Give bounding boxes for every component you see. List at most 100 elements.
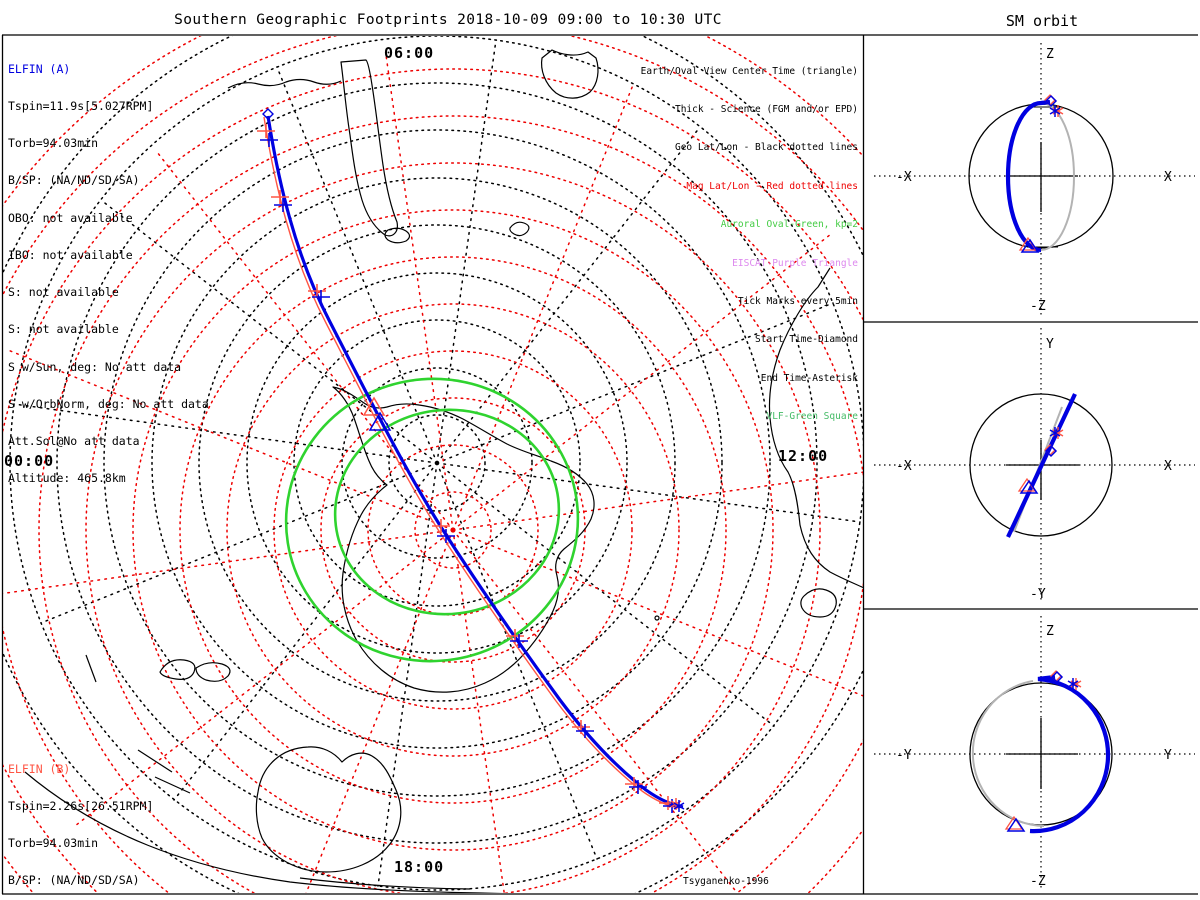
coast-island-2 xyxy=(195,662,231,682)
elfin-a-line: IBO: not available xyxy=(8,247,133,262)
legend-item: Mag Lat/Lon - Red dotted lines xyxy=(686,180,858,192)
track-ticks-red xyxy=(257,124,677,810)
coast-falkland-island xyxy=(509,221,530,237)
triangle-yz xyxy=(1006,817,1026,832)
orbit-panel-xy: Y -Y -X X xyxy=(874,328,1195,602)
elfin-b-line: Torb=94.03min xyxy=(8,836,99,851)
coast-south-america xyxy=(340,59,398,237)
center-time-triangle-red xyxy=(362,396,386,416)
coast-streak-1 xyxy=(85,654,97,683)
elfin-b-line: B/SP: (NA/ND/SD/SA) xyxy=(8,873,140,888)
polar-cap-lines-xz xyxy=(1027,106,1061,248)
axis-label-z-bottom: -Z xyxy=(1030,299,1046,314)
geo-grid-circles xyxy=(3,36,863,893)
elfin-a-name: ELFIN (A) xyxy=(8,61,71,76)
axis-label-y2-left: -Y xyxy=(896,748,912,763)
model-name: Tsyganenko-1996 xyxy=(683,876,769,887)
coast-bottom-landmass xyxy=(255,746,402,873)
start-diamond-yz xyxy=(1050,670,1064,684)
legend-item: Thick - Science (FGM and/or EPD) xyxy=(674,103,858,115)
coast-islet xyxy=(654,615,660,621)
start-diamond-xz xyxy=(1044,94,1058,108)
axis-label-z-top: Z xyxy=(1046,47,1054,62)
center-cross-xz xyxy=(1006,142,1078,212)
elfin-a-line: Torb=94.03min xyxy=(8,136,99,151)
start-diamond-xy xyxy=(1044,444,1058,458)
axis-label-z2-top: Z xyxy=(1046,624,1054,639)
elfin-a-track xyxy=(266,115,684,809)
end-asterisk-yz xyxy=(1067,678,1079,690)
elfin-a-line: Altitude: 465.8km xyxy=(8,471,126,486)
center-cross-yz xyxy=(1006,718,1078,789)
end-asterisk-xy xyxy=(1049,427,1061,439)
end-asterisk xyxy=(670,798,685,812)
page-title: Southern Geographic Footprints 2018-10-0… xyxy=(174,12,722,28)
center-time-triangle-blue xyxy=(368,411,392,431)
coast-bottom-rim xyxy=(24,771,505,893)
axis-label-y2-right: Y xyxy=(1164,748,1172,763)
far-orbit-yz xyxy=(971,680,1045,827)
coast-africa-tip xyxy=(540,49,599,99)
map-legend: Earth/Oval View Center Time (triangle) T… xyxy=(520,40,858,450)
axis-label-y-top: Y xyxy=(1046,337,1054,352)
coast-top-squiggle xyxy=(227,78,342,89)
coastlines xyxy=(24,49,863,893)
earth-circle-xy xyxy=(969,393,1113,537)
time-label-top: 06:00 xyxy=(384,44,435,62)
elfin-a-line: B/SP: (NA/ND/SD/SA) xyxy=(8,173,140,188)
triangle-xz xyxy=(1020,238,1040,253)
axis-label-y-bottom: -Y xyxy=(1030,587,1046,602)
elfin-a-line: Tspin=11.9s[5.027RPM] xyxy=(8,99,154,114)
elfin-a-line: OBO: not available xyxy=(8,210,133,225)
axis-label-x-left: -X xyxy=(896,170,912,185)
coast-streak-2 xyxy=(137,749,173,773)
auroral-oval xyxy=(284,377,580,663)
credits-block: Tsyganenko-1996 Created: Sun Jan 29 09:0… xyxy=(683,851,872,900)
legend-item: Earth/Oval View Center Time (triangle) xyxy=(640,65,858,77)
time-label-bottom: 18:00 xyxy=(394,858,445,876)
near-orbit-yz xyxy=(1029,674,1111,834)
legend-item: Start Time-Diamond xyxy=(755,334,858,346)
legend-item: Geo Lat/Lon - Black dotted lines xyxy=(674,142,858,154)
auroral-oval-inner xyxy=(333,408,561,616)
time-label-right: 12:00 xyxy=(778,447,829,465)
sm-orbit-title: SM orbit xyxy=(1005,12,1079,30)
frame-lines xyxy=(1,34,1198,895)
elfin-b-line: Tspin=2.26s[26.51RPM] xyxy=(8,799,154,814)
end-asterisk-xz xyxy=(1049,105,1061,117)
elfin-a-line: S: not available xyxy=(8,322,119,337)
mag-grid-radials xyxy=(3,54,863,893)
legend-item: EISCAT-Purple Triangle xyxy=(732,257,858,269)
elfin-b-name: ELFIN (B) xyxy=(8,761,71,776)
coast-island-1 xyxy=(159,659,196,680)
legend-item: VLF-Green Square xyxy=(766,411,858,423)
triangle-xy xyxy=(1019,479,1039,494)
coast-bottom-rim-2 xyxy=(299,877,471,890)
coast-streak-3 xyxy=(154,776,191,794)
elfin-b-track xyxy=(263,116,680,809)
axis-label-x-right: X xyxy=(1164,170,1172,185)
elfin-a-line: S w/Sun, deg: No att data xyxy=(8,359,182,374)
axis-label-x2-right: X xyxy=(1164,459,1172,474)
center-cross-xy xyxy=(1006,440,1079,500)
elfin-a-line: S w/OrbNorm, deg: No att data xyxy=(8,396,209,411)
coast-tierra-del-fuego xyxy=(384,227,411,244)
elfin-a-line: Att.Sol@No att data xyxy=(8,434,140,448)
magnetic-pole-dot xyxy=(450,527,456,533)
near-orbit-xy xyxy=(1006,393,1077,538)
orbit-panel-yz: Z -Z -Y Y xyxy=(874,616,1195,889)
start-diamond xyxy=(262,108,274,120)
legend-item: Tick Marks every 5min xyxy=(737,295,858,307)
elfin-a-line: S: not available xyxy=(8,285,119,300)
legend-item: End Time-Asterisk xyxy=(760,372,858,384)
axis-label-z2-bottom: -Z xyxy=(1030,874,1046,889)
elfin-a-info-block: ELFIN (A) Tspin=11.9s[5.027RPM] Torb=94.… xyxy=(8,38,209,509)
auroral-oval-outer xyxy=(284,377,580,663)
axis-label-x2-left: -X xyxy=(896,459,912,474)
coast-australia xyxy=(768,267,863,589)
time-label-left: 00:00 xyxy=(4,452,55,470)
legend-item: Auroral Oval-Green, kp=2 xyxy=(720,219,858,231)
orbit-panel-xz: Z -Z -X X xyxy=(874,43,1195,315)
